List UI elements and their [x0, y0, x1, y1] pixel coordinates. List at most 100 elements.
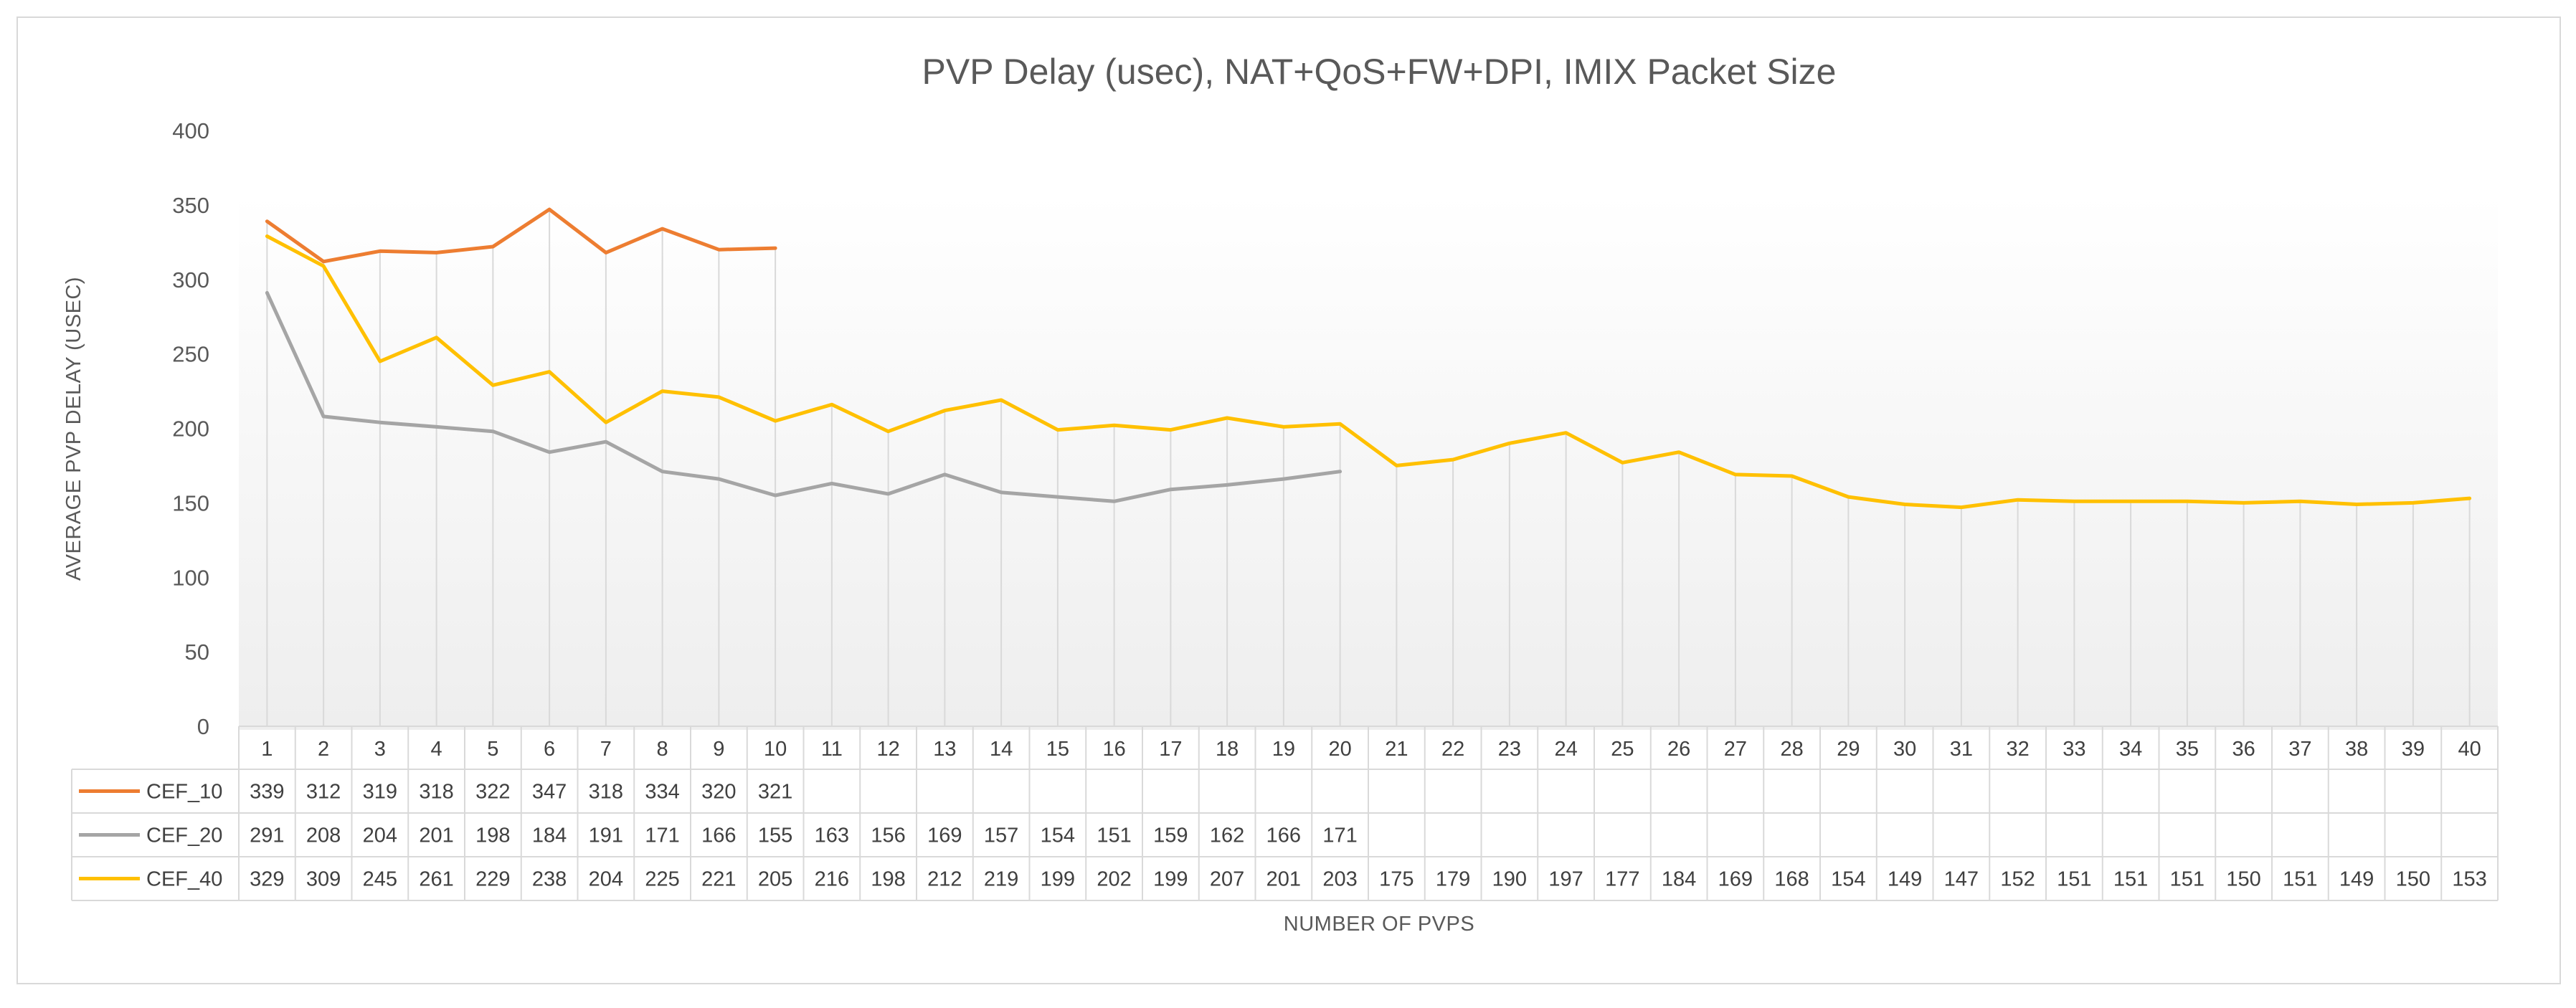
- data-label: 157: [984, 824, 1018, 847]
- y-tick-label: 300: [172, 267, 209, 293]
- x-tick-label: 16: [1102, 738, 1125, 761]
- x-tick-label: 13: [933, 738, 956, 761]
- data-label: 166: [1266, 824, 1301, 847]
- x-tick-label: 9: [713, 738, 724, 761]
- x-tick-label: 3: [374, 738, 386, 761]
- legend-label: CEF_40: [146, 868, 222, 891]
- data-label: 154: [1831, 868, 1865, 891]
- x-tick-label: 26: [1667, 738, 1690, 761]
- data-label: 171: [645, 824, 679, 847]
- x-tick-label: 34: [2119, 738, 2142, 761]
- data-label: 155: [758, 824, 792, 847]
- data-label: 169: [927, 824, 962, 847]
- data-label: 151: [2113, 868, 2148, 891]
- x-tick-label: 36: [2232, 738, 2255, 761]
- data-label: 162: [1210, 824, 1244, 847]
- data-label: 309: [306, 868, 341, 891]
- data-label: 152: [2000, 868, 2035, 891]
- data-label: 154: [1041, 824, 1075, 847]
- data-label: 149: [1888, 868, 1922, 891]
- data-label: 151: [2170, 868, 2205, 891]
- series-line-cef-40: [265, 234, 2472, 510]
- data-label: 202: [1097, 868, 1131, 891]
- data-label: 163: [815, 824, 849, 847]
- data-label: 184: [1662, 868, 1696, 891]
- data-label: 150: [2226, 868, 2260, 891]
- data-label: 312: [306, 781, 341, 804]
- data-label: 198: [475, 824, 510, 847]
- data-label: 159: [1153, 824, 1188, 847]
- y-tick-label: 50: [185, 639, 209, 665]
- legend-label: CEF_10: [146, 781, 222, 804]
- data-label: 322: [475, 781, 510, 804]
- x-tick-label: 22: [1441, 738, 1464, 761]
- data-label: 201: [1266, 868, 1301, 891]
- data-label: 153: [2452, 868, 2486, 891]
- data-label: 318: [589, 781, 623, 804]
- series-line-cef-10: [265, 207, 777, 264]
- x-tick-label: 18: [1216, 738, 1239, 761]
- x-tick-label: 2: [318, 738, 329, 761]
- data-label: 168: [1774, 868, 1809, 891]
- data-label: 207: [1210, 868, 1244, 891]
- data-label: 205: [758, 868, 792, 891]
- x-tick-label: 12: [876, 738, 899, 761]
- x-tick-label: 32: [2006, 738, 2029, 761]
- y-tick-label: 250: [172, 342, 209, 367]
- data-label: 199: [1041, 868, 1075, 891]
- x-tick-label: 6: [544, 738, 555, 761]
- series-line-cef-20: [265, 290, 1343, 503]
- data-label: 319: [363, 781, 397, 804]
- x-tick-label: 39: [2402, 738, 2425, 761]
- y-tick-label: 400: [172, 118, 209, 143]
- data-label: 184: [532, 824, 567, 847]
- x-tick-label: 20: [1328, 738, 1351, 761]
- data-label: 151: [2283, 868, 2317, 891]
- y-tick-label: 350: [172, 193, 209, 218]
- x-tick-label: 27: [1724, 738, 1747, 761]
- data-label: 318: [419, 781, 453, 804]
- data-label: 198: [871, 868, 905, 891]
- legend-label: CEF_20: [146, 824, 222, 847]
- data-label: 197: [1548, 868, 1583, 891]
- y-axis-title: AVERAGE PVP DELAY (USEC): [62, 277, 85, 581]
- data-label: 261: [419, 868, 453, 891]
- data-label: 171: [1322, 824, 1357, 847]
- x-tick-label: 1: [261, 738, 273, 761]
- x-tick-label: 5: [487, 738, 498, 761]
- x-tick-label: 29: [1837, 738, 1860, 761]
- data-label: 238: [532, 868, 567, 891]
- x-tick-label: 10: [764, 738, 787, 761]
- y-tick-label: 100: [172, 565, 209, 590]
- data-label: 221: [701, 868, 736, 891]
- x-tick-label: 14: [990, 738, 1013, 761]
- x-tick-label: 21: [1385, 738, 1408, 761]
- data-label: 334: [645, 781, 679, 804]
- plot-area-background: [239, 194, 2498, 730]
- x-tick-label: 15: [1046, 738, 1069, 761]
- data-label: 339: [250, 781, 284, 804]
- x-tick-label: 4: [431, 738, 442, 761]
- data-label: 179: [1436, 868, 1470, 891]
- data-label: 150: [2396, 868, 2430, 891]
- data-label: 151: [2057, 868, 2091, 891]
- x-tick-label: 23: [1498, 738, 1521, 761]
- y-tick-label: 0: [197, 714, 209, 739]
- data-label: 147: [1944, 868, 1979, 891]
- data-label: 201: [419, 824, 453, 847]
- data-label: 204: [363, 824, 397, 847]
- data-label: 225: [645, 868, 679, 891]
- x-tick-label: 11: [821, 738, 843, 761]
- data-label: 204: [589, 868, 623, 891]
- data-label: 229: [475, 868, 510, 891]
- data-label: 208: [306, 824, 341, 847]
- x-tick-label: 40: [2458, 738, 2481, 761]
- x-tick-label: 38: [2345, 738, 2368, 761]
- data-label: 216: [815, 868, 849, 891]
- x-tick-label: 37: [2288, 738, 2311, 761]
- data-label: 166: [701, 824, 736, 847]
- x-tick-label: 28: [1780, 738, 1803, 761]
- x-tick-label: 30: [1893, 738, 1916, 761]
- x-tick-label: 35: [2176, 738, 2199, 761]
- data-label: 177: [1605, 868, 1639, 891]
